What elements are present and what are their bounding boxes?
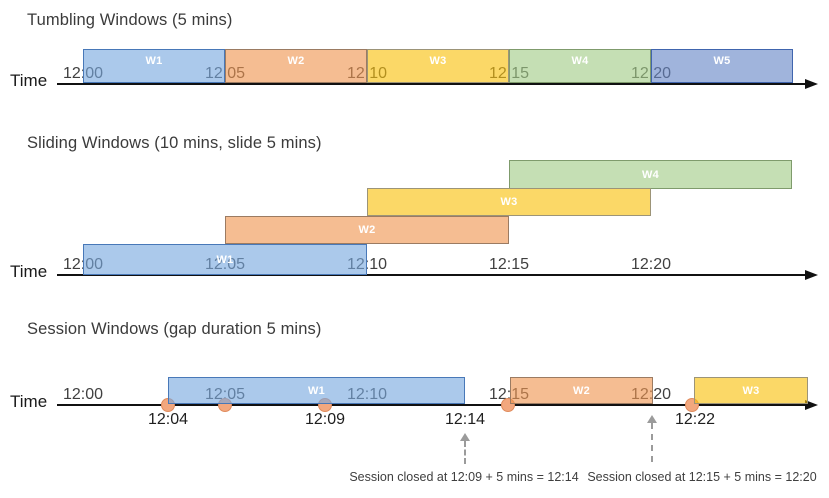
sliding-window-W4: W4 bbox=[509, 160, 792, 189]
sliding-window-label-W2: W2 bbox=[358, 224, 376, 236]
sliding-time-axis-arrowhead bbox=[805, 270, 818, 280]
session-time-axis bbox=[57, 404, 805, 406]
tumbling-window-W1: W1 bbox=[83, 49, 225, 83]
sliding-time-axis bbox=[57, 274, 805, 276]
sliding-window-W3: W3 bbox=[367, 188, 651, 216]
tumbling-window-label-W1: W1 bbox=[145, 55, 163, 67]
sliding-title: Sliding Windows (10 mins, slide 5 mins) bbox=[27, 134, 322, 152]
session-time-axis-arrowhead bbox=[805, 400, 818, 410]
tumbling-time-axis-arrowhead bbox=[805, 79, 818, 89]
tumbling-time-axis bbox=[57, 83, 805, 85]
session-callout-arrow-head-2 bbox=[647, 415, 657, 423]
session-close-note-1: Session closed at 12:09 + 5 mins = 12:14 bbox=[349, 470, 579, 484]
tumbling-window-label-W2: W2 bbox=[287, 55, 305, 67]
session-time-axis-label: Time bbox=[10, 392, 48, 411]
tumbling-window-label-W4: W4 bbox=[571, 55, 589, 67]
session-tick-12:00: 12:00 bbox=[62, 386, 104, 403]
tumbling-window-W3: W3 bbox=[367, 49, 509, 83]
session-close-note-2: Session closed at 12:15 + 5 mins = 12:20 bbox=[587, 470, 817, 484]
sliding-time-axis-label: Time bbox=[10, 262, 48, 281]
session-event-time-12:09: 12:09 bbox=[304, 411, 346, 428]
tumbling-window-label-W5: W5 bbox=[713, 55, 731, 67]
tumbling-window-W2: W2 bbox=[225, 49, 367, 83]
session-event-time-12:22: 12:22 bbox=[674, 411, 716, 428]
session-window-W1: W1 bbox=[168, 377, 465, 404]
session-window-label-W3: W3 bbox=[742, 384, 760, 397]
sliding-window-label-W1: W1 bbox=[216, 253, 234, 266]
sliding-window-label-W3: W3 bbox=[500, 196, 518, 208]
tumbling-window-W5: W5 bbox=[651, 49, 793, 83]
session-event-time-12:14: 12:14 bbox=[444, 411, 486, 428]
session-callout-arrow-line-1 bbox=[464, 441, 466, 464]
sliding-window-W1: W1 bbox=[83, 244, 367, 275]
tumbling-window-W4: W4 bbox=[509, 49, 651, 83]
sliding-tick-12:15: 12:15 bbox=[488, 256, 530, 273]
tumbling-title: Tumbling Windows (5 mins) bbox=[27, 11, 233, 29]
session-callout-arrow-head-1 bbox=[460, 433, 470, 441]
session-event-time-12:04: 12:04 bbox=[147, 411, 189, 428]
session-title: Session Windows (gap duration 5 mins) bbox=[27, 320, 322, 338]
session-callout-arrow-line-2 bbox=[651, 423, 653, 462]
session-window-W3: W3 bbox=[694, 377, 808, 404]
sliding-window-label-W4: W4 bbox=[641, 168, 660, 181]
session-window-label-W1: W1 bbox=[307, 384, 326, 397]
session-window-label-W2: W2 bbox=[572, 384, 591, 397]
sliding-window-W2: W2 bbox=[225, 216, 509, 244]
session-window-W2: W2 bbox=[510, 377, 653, 404]
tumbling-window-label-W3: W3 bbox=[429, 55, 447, 67]
sliding-tick-12:20: 12:20 bbox=[630, 256, 672, 273]
tumbling-time-axis-label: Time bbox=[10, 71, 48, 90]
